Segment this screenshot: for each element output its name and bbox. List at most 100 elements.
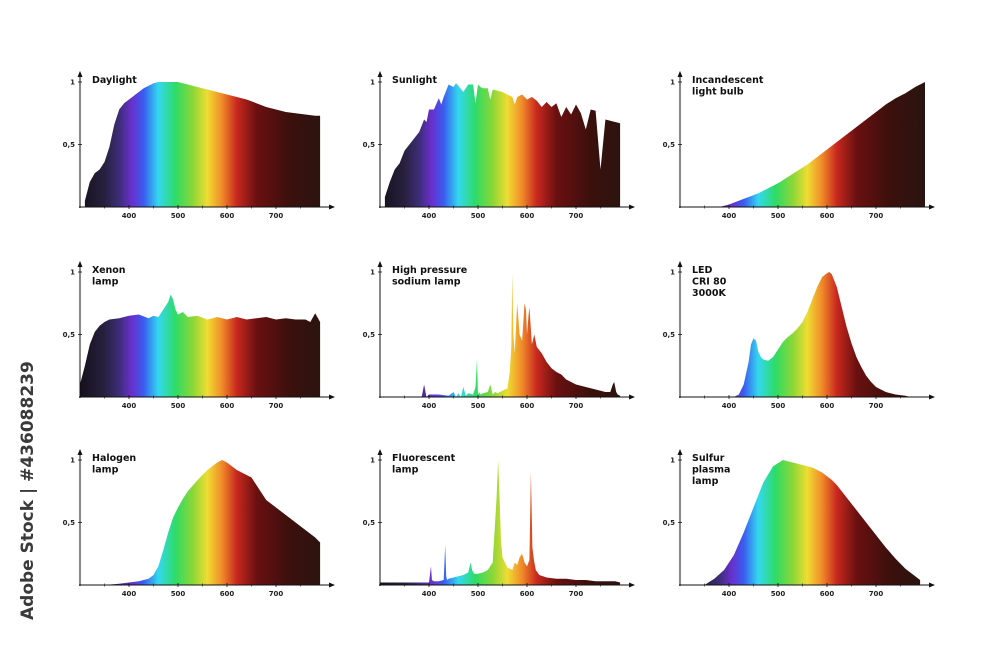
x-tick-label: 400 — [722, 212, 737, 220]
y-tick-label: 1 — [70, 269, 75, 277]
spectrum-panel: 1 0,5 400 500 600 700 LED CRI 80 3000K — [650, 257, 945, 417]
spectrum-chart: 1 0,5 400 500 600 700 Daylight — [63, 71, 335, 220]
y-tick-label: 1 — [670, 269, 675, 277]
watermark-text: Adobe Stock | #436088239 — [18, 361, 38, 620]
x-tick-label: 500 — [771, 590, 786, 598]
x-tick-label: 600 — [520, 212, 535, 220]
chart-title: LED CRI 80 3000K — [692, 265, 727, 299]
x-axis-arrow — [929, 394, 935, 400]
spectrum-area — [380, 273, 621, 397]
x-tick-label: 400 — [122, 402, 137, 410]
x-tick-label: 600 — [820, 402, 835, 410]
y-tick-label: 1 — [70, 79, 75, 87]
x-tick-label: 600 — [820, 590, 835, 598]
x-tick-label: 500 — [471, 212, 486, 220]
chart-title: Xenon lamp — [92, 265, 126, 288]
y-tick-label: 0,5 — [363, 519, 376, 527]
x-tick-label: 600 — [820, 212, 835, 220]
spectrum-panel: 1 0,5 400 500 600 700 Daylight — [50, 67, 345, 227]
spectrum-chart: 1 0,5 400 500 600 700 Sunlight — [363, 71, 635, 220]
spectrum-area — [733, 272, 911, 397]
spectrum-chart: 1 0,5 400 500 600 700 Halogen lamp — [63, 449, 335, 598]
y-axis-arrow — [677, 261, 683, 267]
x-tick-label: 400 — [122, 590, 137, 598]
spectrum-chart: 1 0,5 400 500 600 700 Xenon lamp — [63, 261, 335, 410]
spectrum-panel: 1 0,5 400 500 600 700 Incandescent light bulb — [650, 67, 945, 227]
spectrum-area — [104, 460, 321, 585]
spectrum-chart: 1 0,5 400 500 600 700 LED CRI 80 3000K — [663, 261, 935, 410]
x-tick-label: 700 — [569, 212, 584, 220]
x-axis-arrow — [629, 394, 635, 400]
x-tick-label: 700 — [869, 590, 884, 598]
x-tick-label: 700 — [869, 402, 884, 410]
x-tick-label: 400 — [422, 212, 437, 220]
y-tick-label: 1 — [670, 457, 675, 465]
x-tick-label: 700 — [269, 212, 284, 220]
x-tick-label: 600 — [220, 212, 235, 220]
spectrum-area — [704, 460, 921, 585]
x-tick-label: 400 — [422, 590, 437, 598]
x-axis-arrow — [329, 394, 335, 400]
x-tick-label: 400 — [722, 590, 737, 598]
spectrum-panel: 1 0,5 400 500 600 700 Fluorescent lamp — [350, 445, 645, 605]
x-tick-label: 600 — [520, 590, 535, 598]
spectrum-area — [719, 82, 925, 207]
y-tick-label: 0,5 — [63, 141, 76, 149]
x-tick-label: 400 — [122, 212, 137, 220]
y-axis-arrow — [677, 71, 683, 77]
y-tick-label: 1 — [370, 269, 375, 277]
spectrum-panel: 1 0,5 400 500 600 700 Xenon lamp — [50, 257, 345, 417]
spectrum-panel: 1 0,5 400 500 600 700 High pressure sodium lamp — [350, 257, 645, 417]
chart-title: Halogen lamp — [92, 453, 136, 476]
y-tick-label: 0,5 — [663, 519, 676, 527]
x-tick-label: 700 — [269, 590, 284, 598]
x-tick-label: 400 — [422, 402, 437, 410]
x-tick-label: 600 — [220, 402, 235, 410]
chart-title: Incandescent light bulb — [692, 75, 764, 98]
y-tick-label: 1 — [370, 79, 375, 87]
x-tick-label: 600 — [220, 590, 235, 598]
x-axis-arrow — [629, 582, 635, 588]
x-axis-arrow — [629, 204, 635, 210]
y-tick-label: 0,5 — [63, 519, 76, 527]
y-tick-label: 0,5 — [663, 331, 676, 339]
y-axis-arrow — [77, 261, 83, 267]
x-tick-label: 500 — [471, 402, 486, 410]
spectrum-area — [380, 460, 621, 585]
x-tick-label: 500 — [771, 212, 786, 220]
spectrum-panel: 1 0,5 400 500 600 700 Halogen lamp — [50, 445, 345, 605]
x-tick-label: 700 — [869, 212, 884, 220]
x-tick-label: 500 — [171, 402, 186, 410]
chart-title: Daylight — [92, 75, 137, 86]
spectrum-chart: 1 0,5 400 500 600 700 Incandescent light bulb — [663, 71, 935, 220]
chart-title: Fluorescent lamp — [392, 453, 456, 476]
y-axis-arrow — [377, 71, 383, 77]
y-tick-label: 0,5 — [63, 331, 76, 339]
chart-title: Sunlight — [392, 75, 437, 86]
watermark: Adobe Stock | #436088239 — [0, 60, 40, 620]
y-tick-label: 0,5 — [663, 141, 676, 149]
y-tick-label: 1 — [670, 79, 675, 87]
spectrum-panel: 1 0,5 400 500 600 700 Sulfur plasma lamp — [650, 445, 945, 605]
x-axis-arrow — [329, 204, 335, 210]
x-tick-label: 600 — [520, 402, 535, 410]
y-axis-arrow — [77, 71, 83, 77]
spectrum-area — [384, 83, 621, 207]
spectrum-chart: 1 0,5 400 500 600 700 Sulfur plasma lamp — [663, 449, 935, 598]
x-tick-label: 500 — [771, 402, 786, 410]
spectrum-area — [80, 294, 321, 397]
y-axis-arrow — [377, 261, 383, 267]
x-tick-label: 500 — [471, 590, 486, 598]
y-axis-arrow — [77, 449, 83, 455]
chart-title: High pressure sodium lamp — [392, 265, 467, 288]
x-axis-arrow — [329, 582, 335, 588]
x-axis-arrow — [929, 204, 935, 210]
spectrum-chart: 1 0,5 400 500 600 700 Fluorescent lamp — [363, 449, 635, 598]
x-tick-label: 700 — [269, 402, 284, 410]
x-tick-label: 700 — [569, 590, 584, 598]
spectrum-chart: 1 0,5 400 500 600 700 High pressure sodium lamp — [363, 261, 635, 410]
y-axis-arrow — [377, 449, 383, 455]
chart-title: Sulfur plasma lamp — [692, 453, 730, 487]
x-tick-label: 700 — [569, 402, 584, 410]
y-tick-label: 0,5 — [363, 141, 376, 149]
